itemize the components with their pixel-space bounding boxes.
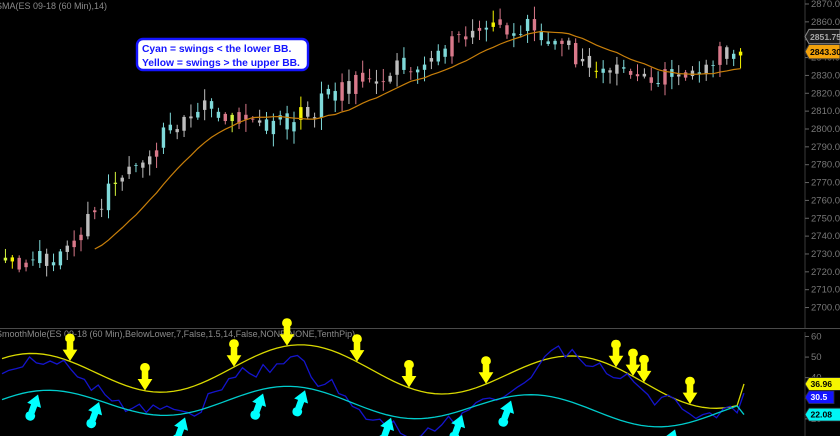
svg-text:2870.00: 2870.00: [811, 0, 840, 10]
svg-text:30.5: 30.5: [811, 392, 828, 402]
svg-text:Cyan = swings < the lower BB.: Cyan = swings < the lower BB.: [142, 44, 291, 55]
svg-text:50: 50: [811, 352, 822, 363]
svg-text:2820.00: 2820.00: [811, 88, 840, 99]
svg-text:60: 60: [811, 331, 822, 342]
svg-text:2770.00: 2770.00: [811, 178, 840, 189]
svg-text:2830.00: 2830.00: [811, 70, 840, 81]
svg-text:22.08: 22.08: [811, 410, 833, 420]
svg-text:SmoothMole(ES 09-18 (60 Min),B: SmoothMole(ES 09-18 (60 Min),BelowLower,…: [0, 329, 355, 339]
svg-text:2740.00: 2740.00: [811, 231, 840, 242]
svg-text:36.96: 36.96: [811, 379, 833, 389]
svg-text:2700.00: 2700.00: [811, 303, 840, 314]
svg-text:2851.75: 2851.75: [810, 32, 840, 42]
svg-text:2800.00: 2800.00: [811, 124, 840, 135]
svg-text:Yellow = swings > the upper BB: Yellow = swings > the upper BB.: [142, 58, 300, 69]
svg-text:2780.00: 2780.00: [811, 160, 840, 171]
svg-text:2710.00: 2710.00: [811, 285, 840, 296]
svg-text:2750.00: 2750.00: [811, 213, 840, 224]
svg-text:2760.00: 2760.00: [811, 195, 840, 206]
svg-text:SMA(ES 09-18 (60 Min),14): SMA(ES 09-18 (60 Min),14): [0, 1, 107, 11]
svg-text:2810.00: 2810.00: [811, 106, 840, 117]
svg-text:2843.30: 2843.30: [810, 47, 840, 57]
svg-text:2790.00: 2790.00: [811, 142, 840, 153]
svg-text:2860.00: 2860.00: [811, 17, 840, 28]
svg-text:2730.00: 2730.00: [811, 249, 840, 260]
svg-text:2720.00: 2720.00: [811, 267, 840, 278]
